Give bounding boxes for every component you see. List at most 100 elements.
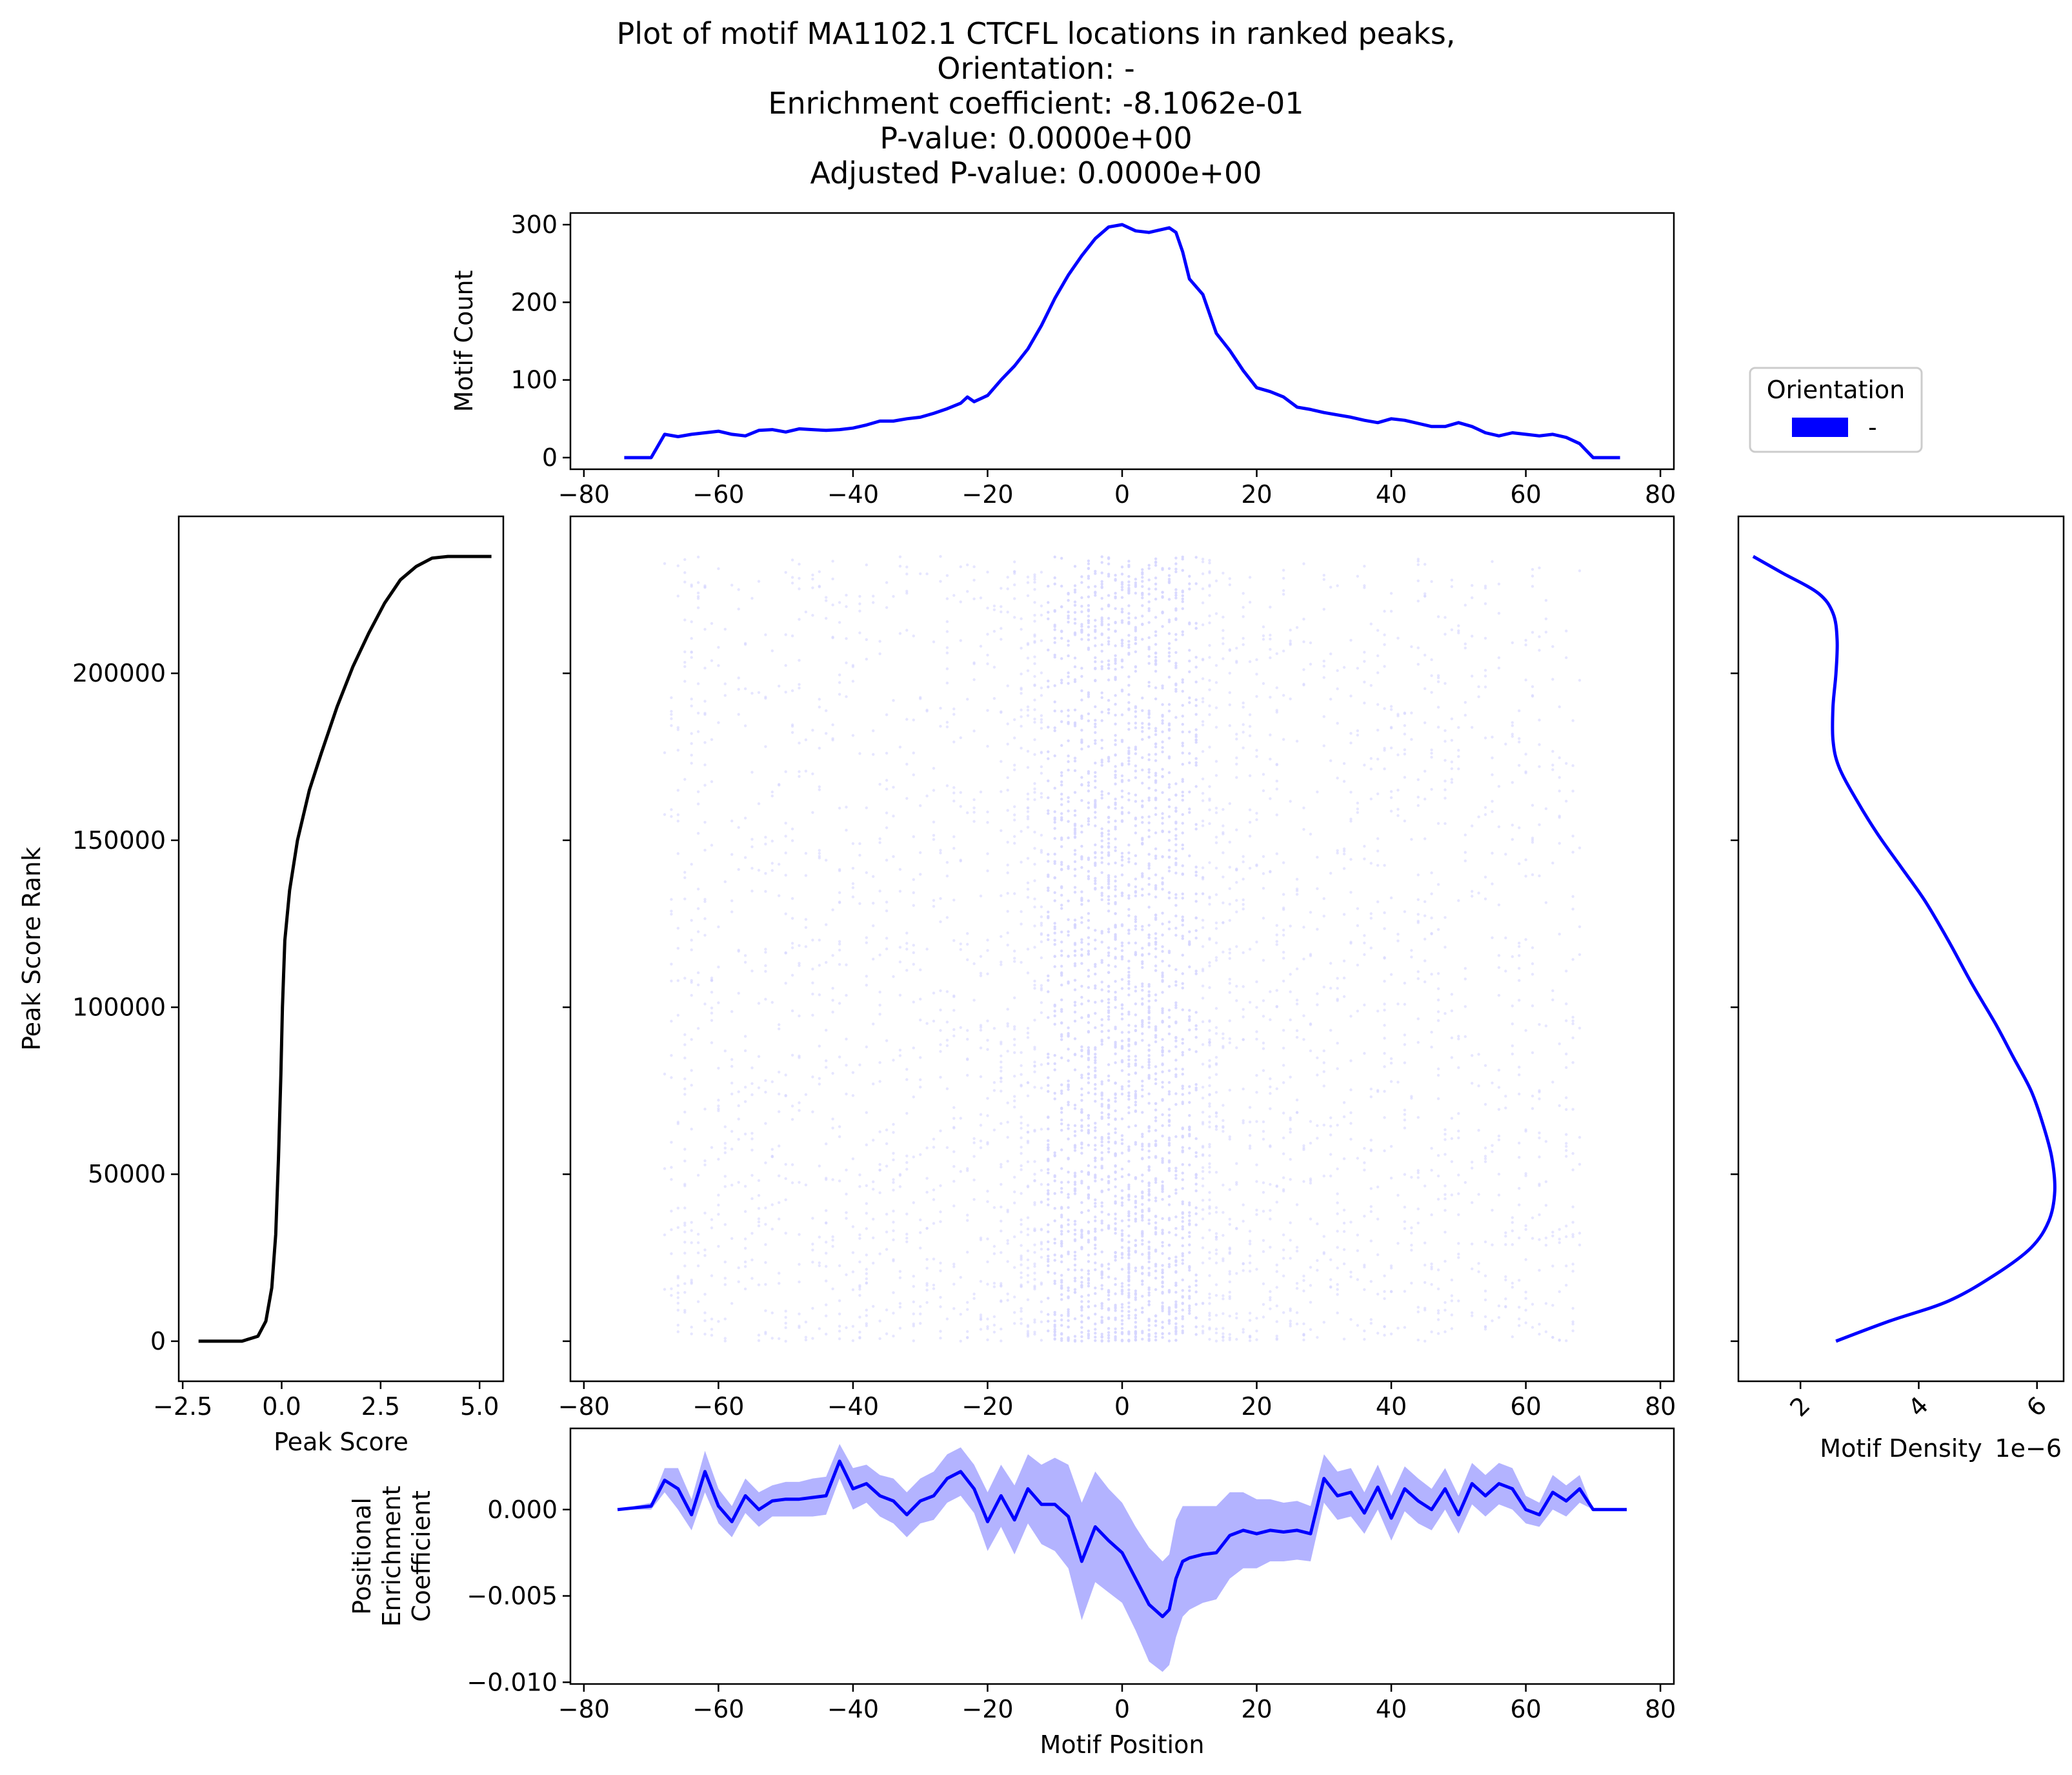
scatter-point [972, 1297, 976, 1300]
scatter-point [1289, 800, 1292, 803]
scatter-point [750, 771, 754, 774]
scatter-point [1040, 771, 1043, 775]
scatter-point [1073, 867, 1077, 871]
scatter-point [1450, 1009, 1454, 1013]
scatter-point [703, 700, 707, 703]
scatter-point [1329, 759, 1333, 762]
scatter-point [986, 1327, 989, 1330]
scatter-point [1174, 933, 1178, 937]
scatter-point [1013, 957, 1016, 960]
scatter-point [1248, 774, 1252, 778]
scatter-point [1087, 719, 1091, 723]
scatter-point [865, 563, 869, 567]
scatter-point [710, 1218, 714, 1221]
scatter-point [790, 1118, 794, 1121]
x-tick-label: −2.5 [153, 1392, 212, 1421]
scatter-point [919, 873, 922, 876]
scatter-point [1208, 746, 1211, 749]
scatter-point [1214, 760, 1218, 763]
scatter-point [1531, 631, 1534, 634]
scatter-point [1167, 580, 1171, 584]
scatter-point [1147, 1247, 1151, 1251]
scatter-point [1463, 604, 1467, 607]
scatter-point [1376, 671, 1380, 674]
scatter-point [670, 1228, 673, 1232]
scatter-point [872, 1180, 875, 1184]
scatter-point [1053, 1175, 1056, 1179]
scatter-point [1242, 1119, 1245, 1122]
scatter-point [1269, 1091, 1272, 1095]
scatter-point [1531, 962, 1534, 966]
scatter-point [1087, 1209, 1091, 1212]
scatter-point [1100, 1141, 1103, 1144]
scatter-point [670, 724, 673, 727]
scatter-point [1087, 1128, 1091, 1132]
scatter-point [1107, 1331, 1111, 1334]
scatter-point [1020, 860, 1023, 864]
scatter-point [1222, 636, 1225, 640]
scatter-point [1067, 899, 1070, 903]
scatter-point [1053, 891, 1056, 895]
scatter-point [1047, 725, 1050, 729]
scatter-point [1033, 946, 1036, 949]
scatter-point [972, 678, 976, 682]
scatter-point [1222, 1335, 1225, 1339]
scatter-point [750, 1197, 754, 1201]
scatter-point [1275, 1334, 1279, 1338]
scatter-point [1127, 914, 1131, 917]
scatter-point [737, 1090, 740, 1093]
scatter-point [885, 900, 889, 904]
scatter-point [1403, 1126, 1407, 1130]
scatter-point [1134, 831, 1138, 835]
scatter-point [790, 946, 794, 949]
scatter-point [1100, 691, 1103, 695]
scatter-point [1013, 1266, 1016, 1269]
scatter-point [858, 902, 861, 906]
scatter-point [676, 947, 680, 950]
scatter-point [1040, 613, 1043, 617]
scatter-point [1060, 893, 1063, 897]
scatter-point [1161, 1011, 1164, 1015]
scatter-point [986, 810, 989, 814]
scatter-point [1080, 674, 1083, 678]
scatter-point [1208, 585, 1211, 588]
scatter-point [1531, 1237, 1534, 1240]
scatter-point [818, 964, 821, 967]
scatter-point [1194, 1206, 1198, 1210]
scatter-point [1208, 1162, 1211, 1166]
scatter-point [737, 948, 740, 952]
scatter-point [1100, 796, 1103, 800]
scatter-point [1309, 1023, 1313, 1026]
scatter-point [1147, 999, 1151, 1003]
scatter-point [1134, 1332, 1138, 1335]
scatter-point [1127, 675, 1131, 678]
scatter-point [1174, 666, 1178, 669]
scatter-point [1127, 759, 1131, 763]
scatter-point [1120, 806, 1124, 809]
scatter-point [1073, 954, 1077, 957]
scatter-point [1181, 1202, 1185, 1206]
scatter-point [1000, 1162, 1003, 1166]
scatter-point [1047, 1016, 1050, 1019]
scatter-point [764, 951, 767, 954]
scatter-point [717, 1203, 720, 1207]
scatter-point [1073, 1250, 1077, 1254]
scatter-point [1053, 943, 1056, 946]
scatter-point [1147, 713, 1151, 716]
scatter-point [1255, 1163, 1258, 1166]
scatter-point [1518, 764, 1521, 767]
scatter-point [1194, 929, 1198, 933]
scatter-point [1262, 959, 1265, 962]
scatter-point [1416, 804, 1420, 807]
scatter-point [1080, 1142, 1083, 1146]
scatter-point [1389, 1177, 1393, 1180]
scatter-point [1114, 654, 1117, 657]
scatter-point [1396, 1326, 1400, 1330]
scatter-point [865, 1324, 869, 1328]
scatter-point [1060, 1260, 1063, 1264]
scatter-point [1491, 1208, 1494, 1212]
scatter-point [1127, 1062, 1131, 1066]
scatter-point [1174, 1170, 1178, 1173]
scatter-point [1282, 1274, 1285, 1278]
scatter-point [1127, 684, 1131, 687]
